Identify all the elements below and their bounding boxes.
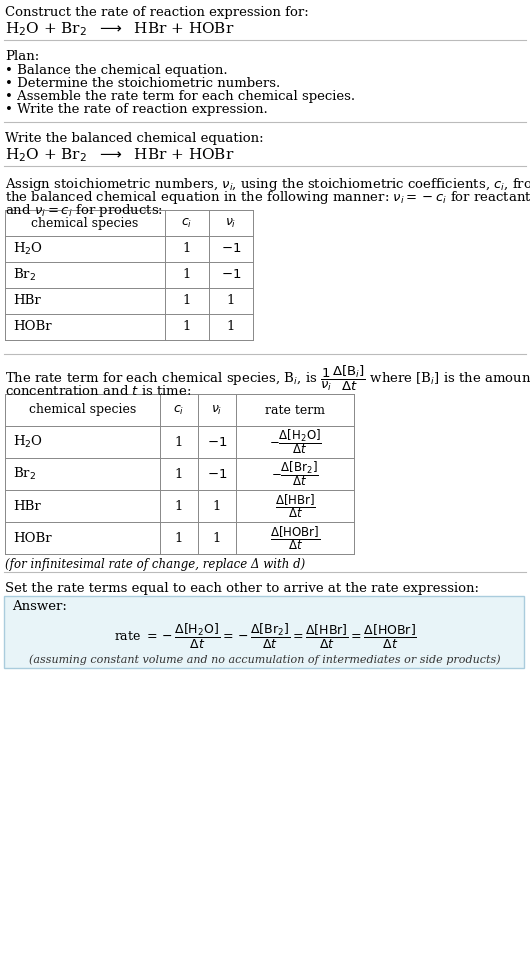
Text: chemical species: chemical species (29, 403, 136, 417)
Text: $c_i$: $c_i$ (173, 403, 184, 417)
Text: Construct the rate of reaction expression for:: Construct the rate of reaction expressio… (5, 6, 309, 19)
Text: HBr: HBr (13, 295, 41, 307)
Text: HBr: HBr (13, 500, 41, 512)
Text: Answer:: Answer: (12, 600, 67, 613)
Text: Set the rate terms equal to each other to arrive at the rate expression:: Set the rate terms equal to each other t… (5, 582, 479, 595)
Text: $\nu_i$: $\nu_i$ (211, 403, 223, 417)
Text: $c_i$: $c_i$ (181, 217, 192, 229)
Text: 1: 1 (213, 500, 221, 512)
Text: 1: 1 (213, 532, 221, 545)
Text: • Determine the stoichiometric numbers.: • Determine the stoichiometric numbers. (5, 77, 280, 90)
Text: $-\dfrac{\Delta[\mathrm{H_2O}]}{\Delta t}$: $-\dfrac{\Delta[\mathrm{H_2O}]}{\Delta t… (269, 427, 321, 457)
Text: $\dfrac{\Delta[\mathrm{HOBr}]}{\Delta t}$: $\dfrac{\Delta[\mathrm{HOBr}]}{\Delta t}… (270, 524, 320, 551)
Text: (for infinitesimal rate of change, replace Δ with d): (for infinitesimal rate of change, repla… (5, 558, 305, 571)
Text: $-1$: $-1$ (221, 268, 241, 281)
Text: The rate term for each chemical species, B$_i$, is $\dfrac{1}{\nu_i}\dfrac{\Delt: The rate term for each chemical species,… (5, 364, 530, 393)
Text: H$_2$O: H$_2$O (13, 241, 43, 257)
Text: Write the balanced chemical equation:: Write the balanced chemical equation: (5, 132, 263, 145)
Text: 1: 1 (175, 468, 183, 480)
Text: the balanced chemical equation in the following manner: $\nu_i = -c_i$ for react: the balanced chemical equation in the fo… (5, 189, 530, 206)
Text: H$_2$O + Br$_2$  $\longrightarrow$  HBr + HOBr: H$_2$O + Br$_2$ $\longrightarrow$ HBr + … (5, 146, 234, 164)
Text: $\dfrac{\Delta[\mathrm{HBr}]}{\Delta t}$: $\dfrac{\Delta[\mathrm{HBr}]}{\Delta t}$ (275, 492, 315, 520)
Text: • Balance the chemical equation.: • Balance the chemical equation. (5, 64, 227, 77)
Text: $-\dfrac{\Delta[\mathrm{Br_2}]}{\Delta t}$: $-\dfrac{\Delta[\mathrm{Br_2}]}{\Delta t… (271, 460, 319, 488)
Text: 1: 1 (183, 242, 191, 256)
Text: 1: 1 (175, 500, 183, 512)
Text: 1: 1 (227, 320, 235, 334)
Text: HOBr: HOBr (13, 320, 51, 334)
Text: 1: 1 (183, 268, 191, 281)
Text: Br$_2$: Br$_2$ (13, 267, 36, 283)
Text: $\nu_i$: $\nu_i$ (225, 217, 237, 229)
Text: Plan:: Plan: (5, 50, 39, 63)
Text: 1: 1 (175, 435, 183, 449)
Text: HOBr: HOBr (13, 532, 51, 545)
Text: and $\nu_i = c_i$ for products:: and $\nu_i = c_i$ for products: (5, 202, 163, 219)
Text: rate $= -\dfrac{\Delta[\mathrm{H_2O}]}{\Delta t} = -\dfrac{\Delta[\mathrm{Br_2}]: rate $= -\dfrac{\Delta[\mathrm{H_2O}]}{\… (113, 622, 417, 651)
Text: H$_2$O: H$_2$O (13, 434, 43, 450)
Text: • Write the rate of reaction expression.: • Write the rate of reaction expression. (5, 103, 268, 116)
Text: H$_2$O + Br$_2$  $\longrightarrow$  HBr + HOBr: H$_2$O + Br$_2$ $\longrightarrow$ HBr + … (5, 20, 234, 38)
Text: concentration and $t$ is time:: concentration and $t$ is time: (5, 384, 191, 398)
Text: rate term: rate term (265, 403, 325, 417)
Text: $-1$: $-1$ (221, 242, 241, 256)
Text: (assuming constant volume and no accumulation of intermediates or side products): (assuming constant volume and no accumul… (29, 654, 501, 665)
Text: • Assemble the rate term for each chemical species.: • Assemble the rate term for each chemic… (5, 90, 355, 103)
Text: Assign stoichiometric numbers, $\nu_i$, using the stoichiometric coefficients, $: Assign stoichiometric numbers, $\nu_i$, … (5, 176, 530, 193)
Text: 1: 1 (183, 295, 191, 307)
Text: $-1$: $-1$ (207, 468, 227, 480)
Text: 1: 1 (175, 532, 183, 545)
Text: 1: 1 (183, 320, 191, 334)
FancyBboxPatch shape (4, 596, 524, 668)
Text: chemical species: chemical species (31, 217, 139, 229)
Text: $-1$: $-1$ (207, 435, 227, 449)
Text: Br$_2$: Br$_2$ (13, 466, 36, 482)
Text: 1: 1 (227, 295, 235, 307)
